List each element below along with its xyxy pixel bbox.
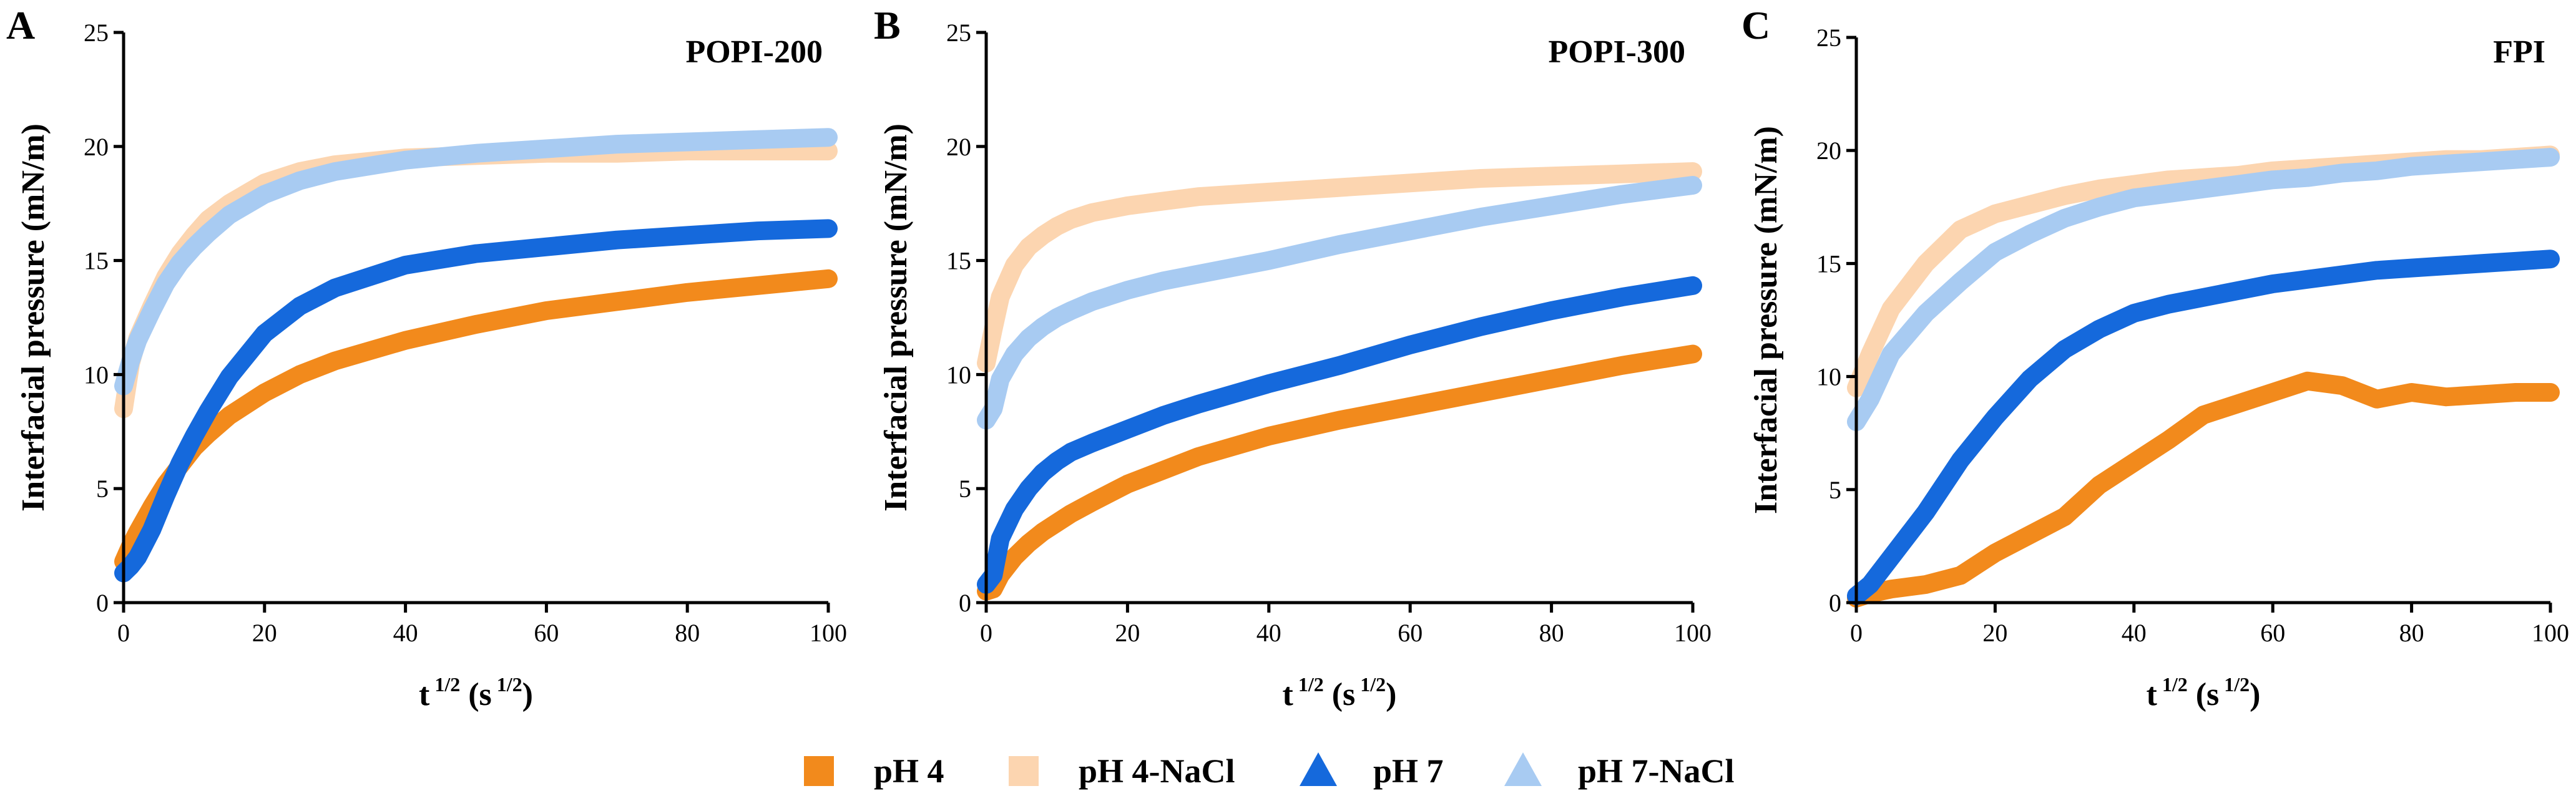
panel-c: C FPI 0 5 10 15 20 25 0 20 40 60 80 100 Interfacial pr…: [1741, 3, 2569, 712]
y-tick-label: 20: [84, 133, 109, 161]
panel-title: POPI-300: [1548, 34, 1685, 70]
legend-label: pH 7: [1373, 752, 1444, 790]
panel-title: POPI-200: [685, 34, 823, 70]
y-tick-label: 10: [946, 361, 971, 389]
x-axis-label-sup2: 1/2: [492, 673, 522, 696]
series-line-ph-7-nacl: [977, 176, 1702, 430]
panel-b: B POPI-300 0 5 10 15 20 25 0 20 40 60 80 100 Interfaci…: [874, 3, 1712, 712]
y-axis-label: Interfacial pressure (mN/m): [16, 124, 51, 512]
legend-label: pH 4-NaCl: [1079, 752, 1235, 790]
series-line-ph-7: [1847, 250, 2560, 606]
y-tick-label: 25: [1816, 24, 1841, 52]
legend-label: pH 7-NaCl: [1578, 752, 1735, 790]
x-tick-label: 20: [1982, 619, 2007, 647]
y-tick-label: 5: [96, 475, 109, 503]
x-axis-label-sup2: 1/2: [1355, 673, 1386, 696]
y-tick-label: 0: [1829, 589, 1841, 617]
x-tick-label: 20: [252, 619, 277, 647]
y-tick-label: 5: [959, 475, 971, 503]
x-axis-label: t 1/2 (s 1/2): [1283, 673, 1397, 712]
x-tick-label: 60: [2260, 619, 2285, 647]
legend-label: pH 4: [874, 752, 944, 790]
x-tick-label: 40: [393, 619, 418, 647]
x-tick-label: 40: [1256, 619, 1281, 647]
x-tick-label: 40: [2122, 619, 2147, 647]
x-tick-label: 0: [980, 619, 992, 647]
x-axis-label-unit-open: (s: [1324, 677, 1356, 712]
series-line-ph-7: [977, 276, 1702, 594]
series-line-ph-7-nacl: [114, 128, 838, 396]
x-axis-label-sup1: 1/2: [1293, 673, 1324, 696]
x-tick-label: 100: [810, 619, 847, 647]
y-tick-label: 0: [959, 589, 971, 617]
panel-a: A POPI-200 0 5 10 15 20 25 0 20 40 60 80 100 Interfaci…: [6, 3, 847, 712]
x-tick-label: 60: [534, 619, 559, 647]
x-tick-label: 0: [117, 619, 130, 647]
y-axis-label: Interfacial pressure (mN/m): [1748, 126, 1784, 514]
x-axis-label-unit-open: (s: [2188, 677, 2220, 712]
y-axis-label: Interfacial pressure (mN/m): [878, 124, 914, 512]
series-line-ph-4: [1847, 371, 2560, 608]
y-tick-label: 10: [84, 361, 109, 389]
x-axis-label-sup1: 1/2: [2157, 673, 2188, 696]
y-tick-label: 25: [946, 19, 971, 47]
series-line-ph-4: [977, 344, 1702, 601]
x-tick-label: 80: [1539, 619, 1564, 647]
x-tick-label: 60: [1398, 619, 1423, 647]
y-tick-label: 25: [84, 19, 109, 47]
y-tick-label: 20: [1816, 137, 1841, 165]
x-axis-label-base: t: [2147, 677, 2158, 712]
x-axis-label-base: t: [1283, 677, 1294, 712]
y-tick-label: 15: [84, 247, 109, 275]
x-axis-label-unit-close: ): [1386, 677, 1396, 712]
y-tick-label: 0: [96, 589, 109, 617]
x-axis-label: t 1/2 (s 1/2): [419, 673, 533, 712]
x-tick-label: 0: [1850, 619, 1863, 647]
y-tick-label: 15: [1816, 250, 1841, 278]
x-axis-label-unit-open: (s: [460, 677, 492, 712]
panel-letter: A: [6, 3, 35, 47]
x-axis-label-unit-close: ): [2250, 677, 2260, 712]
legend-marker-triangle: [1300, 752, 1337, 786]
legend-marker-square: [1009, 756, 1039, 786]
x-axis-label: t 1/2 (s 1/2): [2147, 673, 2261, 712]
y-tick-label: 10: [1816, 363, 1841, 391]
series-line-ph-4: [114, 269, 838, 571]
y-tick-label: 15: [946, 247, 971, 275]
x-tick-label: 80: [675, 619, 700, 647]
legend-marker-square: [804, 756, 834, 786]
x-axis-label-sup2: 1/2: [2219, 673, 2250, 696]
x-tick-label: 20: [1115, 619, 1140, 647]
x-tick-label: 100: [2532, 619, 2569, 647]
y-tick-label: 5: [1829, 476, 1841, 504]
series-line-ph-4-nacl: [977, 162, 1702, 373]
legend: pH 4 pH 4-NaCl pH 7 pH 7-NaCl: [804, 752, 1735, 790]
legend-marker-triangle: [1504, 752, 1542, 786]
series-line-ph-7-nacl: [1847, 148, 2560, 432]
x-axis-label-sup1: 1/2: [429, 673, 460, 696]
y-tick-label: 20: [946, 133, 971, 161]
x-axis-label-base: t: [419, 677, 430, 712]
panel-letter: C: [1741, 3, 1770, 47]
x-axis-label-unit-close: ): [522, 677, 533, 712]
panel-letter: B: [874, 3, 901, 47]
panel-title: FPI: [2493, 34, 2545, 70]
x-tick-label: 80: [2399, 619, 2424, 647]
x-tick-label: 100: [1674, 619, 1712, 647]
series-line-ph-7: [114, 219, 838, 583]
